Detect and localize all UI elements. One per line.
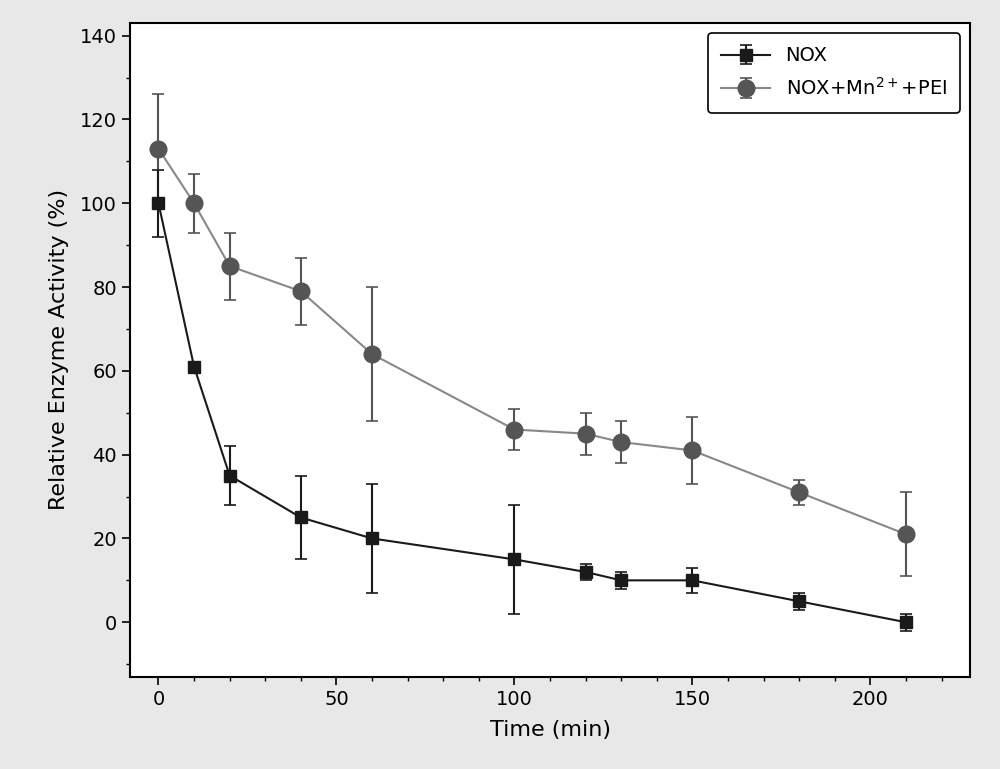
Y-axis label: Relative Enzyme Activity (%): Relative Enzyme Activity (%) — [49, 189, 69, 511]
X-axis label: Time (min): Time (min) — [490, 720, 610, 740]
Legend: NOX, NOX+Mn$^{2+}$+PEI: NOX, NOX+Mn$^{2+}$+PEI — [708, 33, 960, 112]
